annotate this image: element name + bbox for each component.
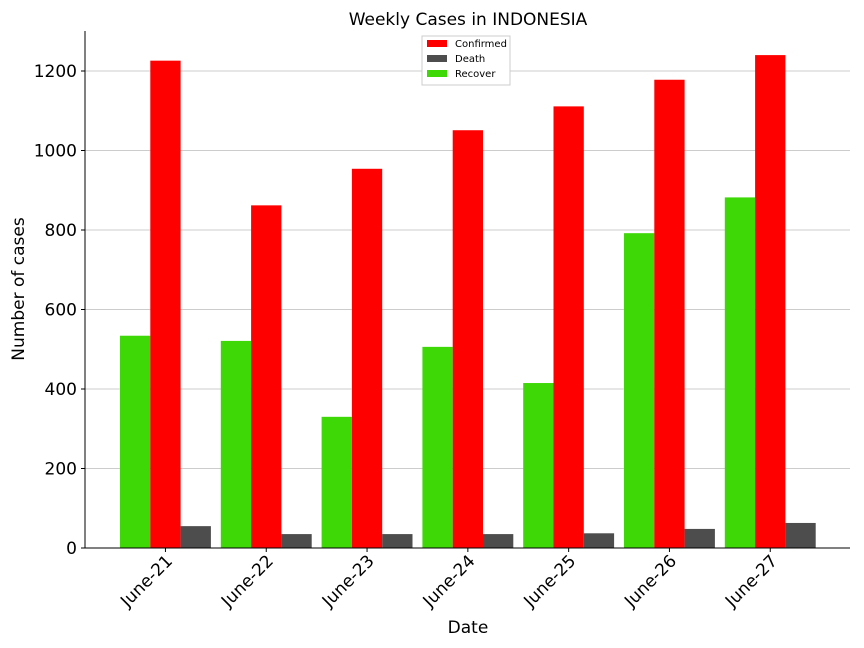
legend-swatch-recover [427,70,447,77]
legend-label-death: Death [455,54,485,65]
bar-recover [120,335,151,548]
y-tick-label: 200 [45,460,77,480]
bar-confirmed [553,106,584,548]
x-tick-label: June-27 [721,551,782,612]
legend: Confirmed Death Recover [421,35,511,86]
y-tick-label: 1000 [34,142,77,162]
bar-confirmed [351,168,383,548]
legend-swatch-confirmed [427,40,447,47]
bar-recover [523,383,554,548]
y-tick-label: 1200 [34,62,77,82]
y-tick-label: 0 [66,539,77,559]
legend-label-recover: Recover [455,69,496,80]
x-axis-title: Date [448,618,489,638]
y-tick-label: 600 [45,301,77,321]
bar-recover [422,346,453,548]
bar-death [483,534,514,548]
x-tick-label: June-22 [217,551,278,612]
x-tick-label: June-25 [520,551,581,612]
bar-confirmed [150,60,181,548]
bar-death [382,534,413,548]
x-tick-label: June-24 [419,551,480,612]
bar-confirmed [251,205,282,549]
legend-label-confirmed: Confirmed [455,39,507,50]
x-tick-label: June-21 [116,551,177,612]
y-tick-label: 800 [45,221,77,241]
bar-confirmed [654,79,685,549]
bar-death [785,522,816,548]
bar-recover [220,340,252,548]
bar-recover [724,197,756,548]
chart-title: Weekly Cases in INDONESIA [349,10,588,30]
legend-swatch-death [427,55,447,62]
bar-death [281,534,312,548]
bar-death [180,526,211,548]
bar-recover [624,233,655,548]
x-tick-label: June-23 [318,551,379,612]
x-tick-label: June-26 [620,551,681,612]
bar-confirmed [452,130,483,549]
bar-death [583,533,615,548]
y-tick-label: 400 [45,380,77,400]
bars [120,55,816,549]
y-axis-title: Number of cases [9,217,29,361]
bar-death [684,528,715,548]
bar-recover [321,416,352,548]
bar-confirmed [755,55,786,548]
